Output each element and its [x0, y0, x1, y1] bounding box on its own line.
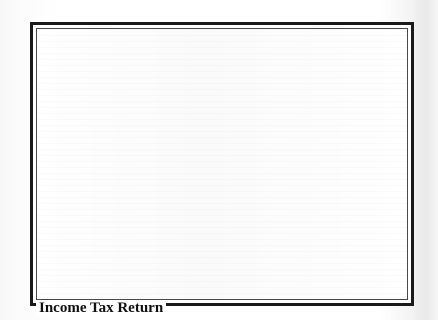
groupbox-content-area — [36, 28, 408, 300]
groupbox-title: Income Tax Return — [36, 300, 167, 316]
income-tax-return-groupbox — [30, 22, 414, 306]
